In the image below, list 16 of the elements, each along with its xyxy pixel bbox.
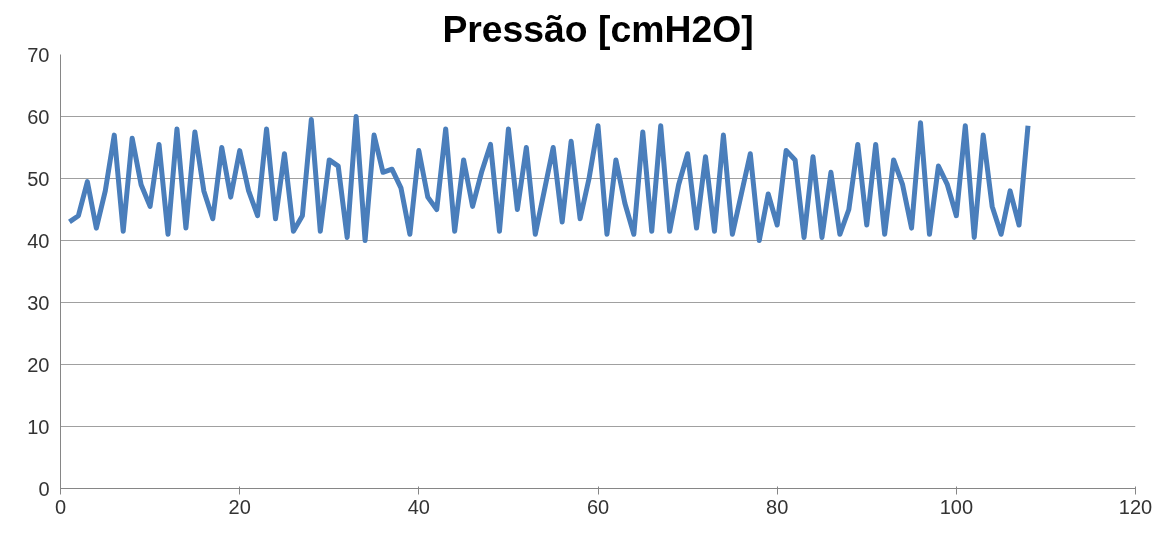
chart-title: Pressão [cmH2O] bbox=[442, 7, 754, 50]
y-tick-label: 40 bbox=[27, 229, 50, 252]
x-tick-label: 80 bbox=[766, 495, 789, 518]
x-tick-label: 60 bbox=[586, 495, 610, 518]
y-tick-label: 10 bbox=[27, 415, 50, 438]
y-tick-label: 50 bbox=[27, 167, 50, 190]
y-tick-label: 70 bbox=[27, 43, 50, 66]
x-tick-label: 0 bbox=[54, 495, 67, 518]
y-tick-label: 30 bbox=[27, 291, 50, 314]
y-tick-label: 60 bbox=[27, 105, 50, 128]
x-tick-label: 20 bbox=[228, 495, 251, 518]
x-tick-label: 100 bbox=[939, 495, 974, 518]
y-tick-label: 20 bbox=[27, 353, 50, 376]
y-tick-label: 0 bbox=[38, 477, 50, 500]
x-tick-label: 120 bbox=[1118, 495, 1153, 518]
x-tick-label: 40 bbox=[407, 495, 430, 518]
